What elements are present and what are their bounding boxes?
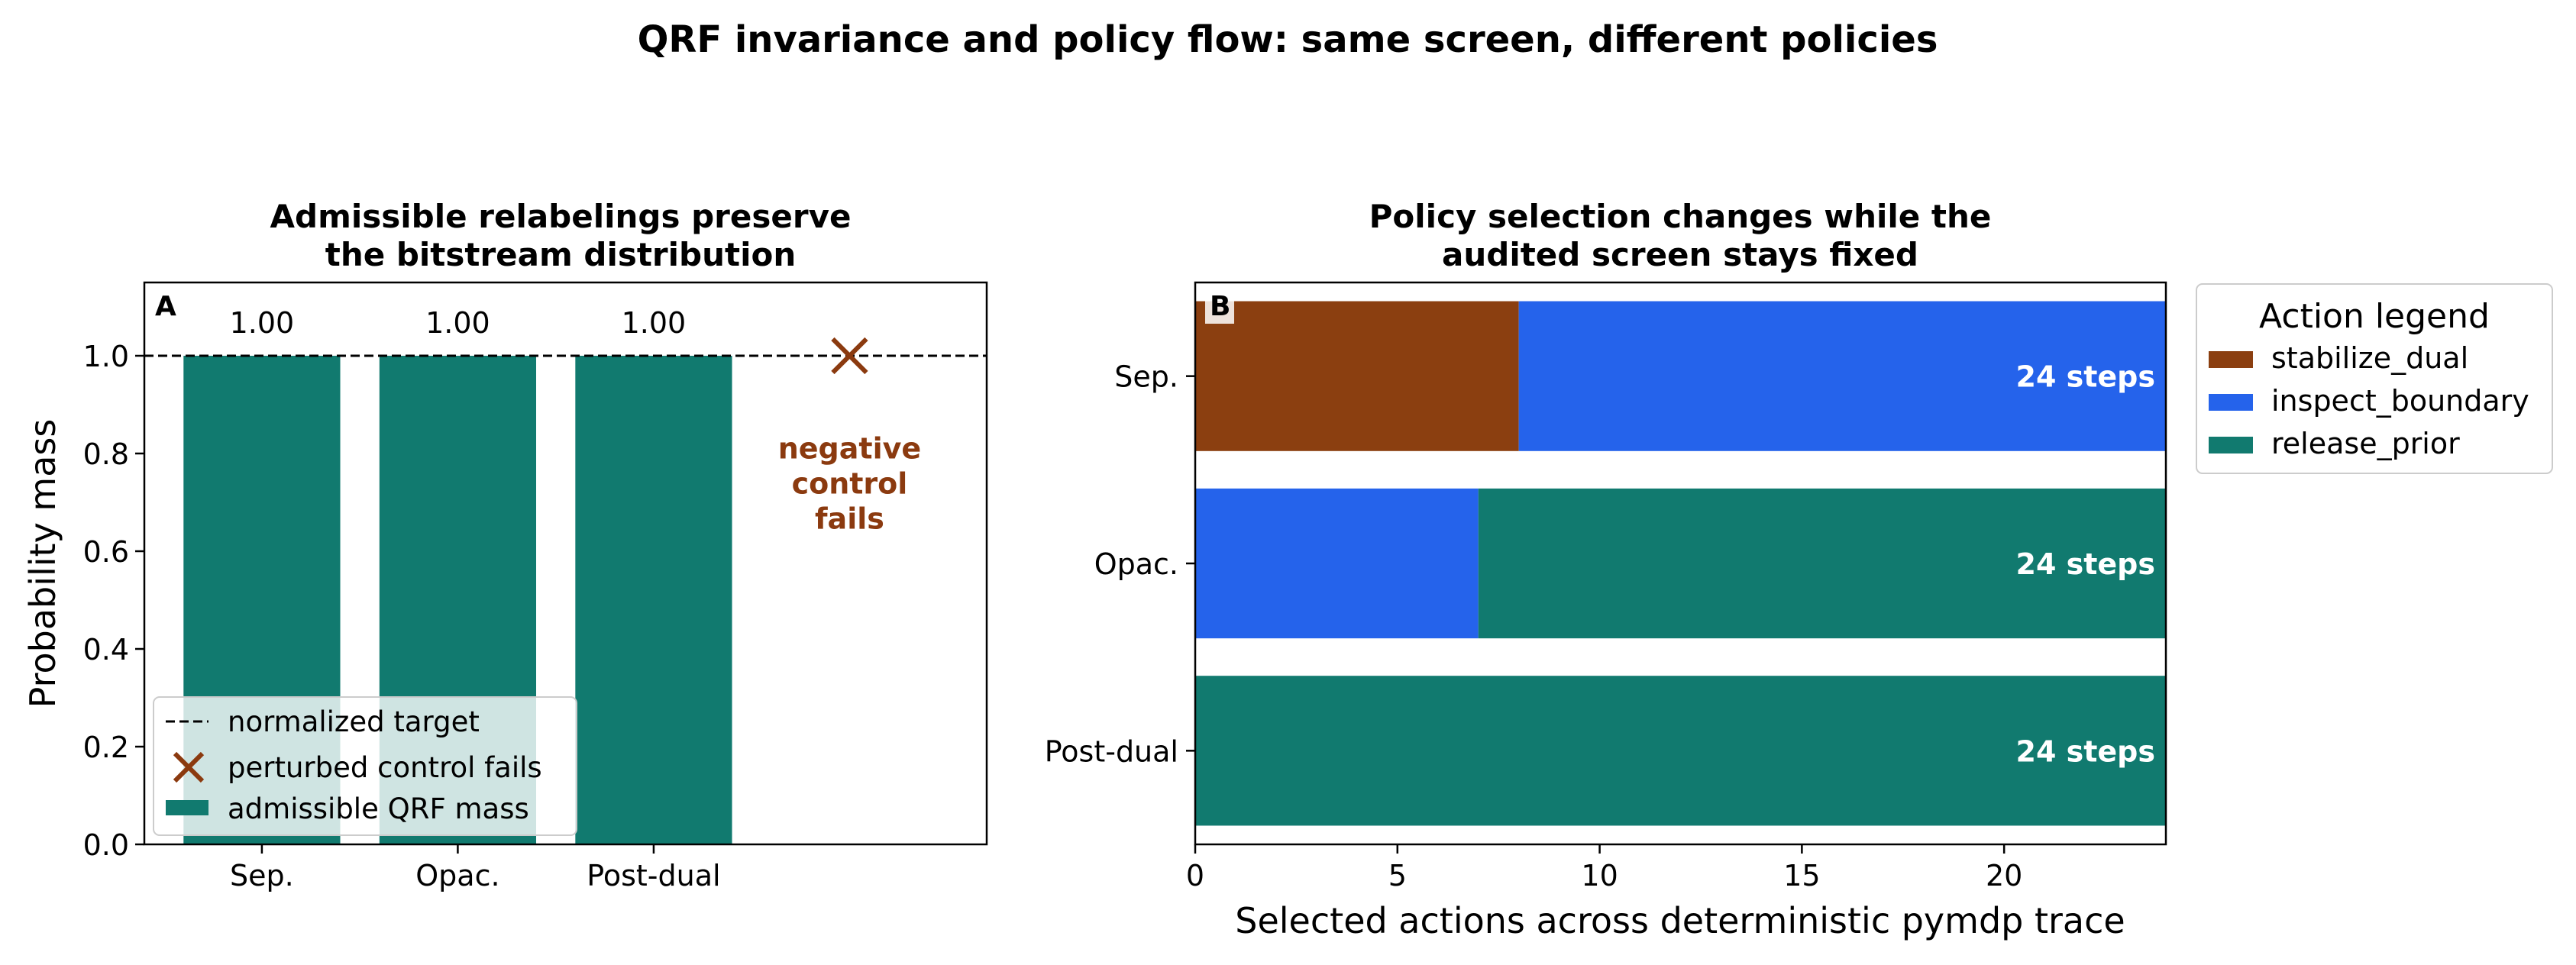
panel-b-legend-box <box>2196 283 2553 474</box>
panel-a-title-line-1: Admissible relabelings preserve <box>270 198 852 235</box>
panel-a-legend-box <box>153 696 577 836</box>
panel-a-ytick-label: 0.8 <box>83 437 129 471</box>
panel-a-ytick-label: 0.2 <box>83 731 129 764</box>
panel-b-xtick-label: 5 <box>1388 859 1407 892</box>
panel-a-label: A <box>155 291 176 322</box>
legend-label-perturbed-control: perturbed control fails <box>228 751 542 784</box>
segment-inspect-boundary <box>1518 301 2166 451</box>
segment-stabilize-dual <box>1195 301 1519 451</box>
panel-b-xtick-label: 0 <box>1186 859 1204 892</box>
legend-x-swatch <box>173 751 205 783</box>
panel-b-label: B <box>1210 291 1230 322</box>
panel-b-ytick-label: Opac. <box>1094 547 1178 581</box>
segment-inspect-boundary <box>1195 488 1479 639</box>
panel-b-legend-title: Action legend <box>2259 297 2490 336</box>
negative-control-x-stroke <box>831 337 868 375</box>
panel-b-xlabel: Selected actions across deterministic py… <box>1235 900 2125 941</box>
figure-suptitle: QRF invariance and policy flow: same scr… <box>638 18 1938 61</box>
bar-value-label: 1.00 <box>622 306 687 340</box>
panel-a-ytick-label: 1.0 <box>83 340 129 373</box>
panel-a-xtick-label: Opac. <box>415 859 499 892</box>
panel-a-ytick-label: 0.4 <box>83 633 129 666</box>
legend-swatch-stabilize-dual <box>2209 351 2253 368</box>
bar-value-label: 1.00 <box>425 306 490 340</box>
bar-post-dual <box>575 356 732 844</box>
bar-total-label: 24 steps <box>2016 547 2156 581</box>
panel-b-yaxis: Sep. Opac. Post-dual <box>1045 360 1195 768</box>
legend-bar-swatch <box>166 800 208 815</box>
legend-label-stabilize-dual: stabilize_dual <box>2271 341 2468 375</box>
panel-b: Policy selection changes while the audit… <box>1045 198 2553 941</box>
panel-b-title-line-2: audited screen stays fixed <box>1442 236 1918 273</box>
segment-release-prior <box>1478 488 2166 639</box>
panel-a-xtick-label: Sep. <box>230 859 294 892</box>
negative-control-annotation-line-3: fails <box>815 502 884 535</box>
panel-b-xaxis: 0 5 10 15 20 <box>1186 844 2022 892</box>
panel-b-xtick-label: 20 <box>1986 859 2022 892</box>
panel-a-xaxis: Sep. Opac. Post-dual <box>230 844 721 892</box>
bar-value-label: 1.00 <box>230 306 295 340</box>
legend-label-admissible-mass: admissible QRF mass <box>228 792 529 825</box>
panel-b-legend: Action legend stabilize_dual inspect_boun… <box>2196 283 2553 474</box>
panel-a-xtick-label: Post-dual <box>587 859 720 892</box>
bar-total-label: 24 steps <box>2016 734 2156 768</box>
panel-a-legend: normalized target perturbed control fail… <box>153 696 577 836</box>
panel-a-ytick-label: 0.6 <box>83 535 129 569</box>
panel-b-label-bg <box>1205 290 1234 324</box>
segment-release-prior <box>1195 676 2166 826</box>
panel-a-frame <box>143 281 988 846</box>
panel-b-xtick-label: 15 <box>1783 859 1820 892</box>
panel-a-ytick-label: 0.0 <box>83 828 129 862</box>
panel-b-ytick-label: Post-dual <box>1045 734 1178 768</box>
panel-b-xtick-label: 10 <box>1581 859 1618 892</box>
negative-control-annotation-line-1: negative <box>778 431 921 465</box>
panel-a: Admissible relabelings preserve the bits… <box>22 198 988 892</box>
legend-label-release-prior: release_prior <box>2271 427 2460 460</box>
bar-total-label: 24 steps <box>2016 360 2156 394</box>
panel-b-title-line-1: Policy selection changes while the <box>1369 198 1992 235</box>
legend-label-inspect-boundary: inspect_boundary <box>2271 384 2529 418</box>
panel-a-ylabel: Probability mass <box>22 419 63 708</box>
legend-swatch-inspect-boundary <box>2209 394 2253 411</box>
panel-b-bars: 24 steps 24 steps 24 steps <box>1195 301 2166 826</box>
negative-control-marker <box>831 337 868 375</box>
panel-a-yaxis: 0.0 0.2 0.4 0.6 0.8 1.0 <box>83 340 144 862</box>
panel-b-frame <box>1194 281 2167 846</box>
negative-control-annotation-line-2: control <box>792 466 908 500</box>
panel-b-ytick-label: Sep. <box>1114 360 1178 394</box>
legend-swatch-release-prior <box>2209 437 2253 453</box>
panel-a-title-line-2: the bitstream distribution <box>325 236 796 273</box>
legend-label-normalized-target: normalized target <box>228 705 480 738</box>
